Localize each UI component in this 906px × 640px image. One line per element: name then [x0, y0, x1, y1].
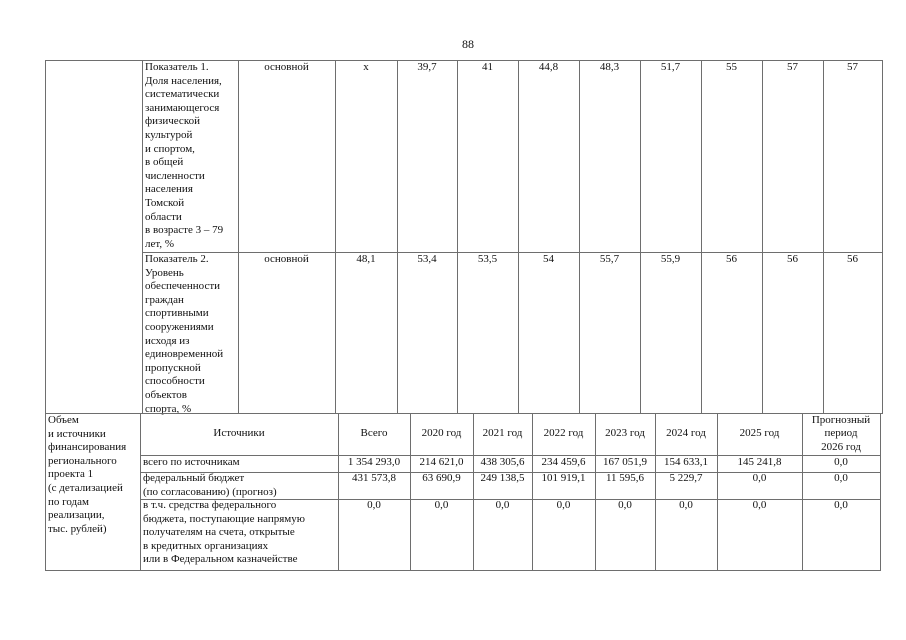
- financing-value: 11 595,6: [605, 472, 645, 484]
- financing-value: 0,0: [434, 499, 449, 511]
- financing-value: 214 621,0: [419, 456, 464, 468]
- financing-value: 249 138,5: [480, 472, 525, 484]
- indicator-name: Показатель 2. Уровень обеспеченности гра…: [145, 253, 224, 415]
- indicator-value-cell: [823, 60, 883, 253]
- indicator-value: 48,3: [599, 61, 620, 73]
- financing-source: в т.ч. средства федерального бюджета, по…: [143, 499, 305, 566]
- financing-value: 5 229,7: [669, 472, 703, 484]
- indicator-type-cell: [238, 252, 336, 414]
- indicator-value: 57: [847, 61, 858, 73]
- financing-value: 431 573,8: [352, 472, 396, 484]
- indicator-name: Показатель 1. Доля населения, систематич…: [145, 61, 224, 250]
- indicator-value: 55,9: [660, 253, 681, 265]
- indicator-value: 48,1: [356, 253, 376, 265]
- indicator-value: 56: [847, 253, 858, 265]
- financing-header: 2025 год: [739, 427, 780, 440]
- financing-value: 234 459,6: [541, 456, 586, 468]
- indicator-value: 53,4: [417, 253, 437, 265]
- financing-value: 0,0: [618, 499, 632, 511]
- financing-value: 145 241,8: [737, 456, 782, 468]
- financing-value: 0,0: [495, 499, 510, 511]
- indicator-value: 55: [726, 61, 737, 73]
- indicator-value-cell: [762, 252, 824, 414]
- indicator-value: 54: [543, 253, 554, 265]
- financing-header: 2023 год: [605, 427, 645, 440]
- indicator-value: 44,8: [538, 61, 559, 73]
- financing-source: федеральный бюджет (по согласованию) (пр…: [143, 472, 277, 498]
- financing-value: 0,0: [752, 472, 767, 484]
- indicator-value: 53,5: [477, 253, 498, 265]
- financing-value-cell: [802, 499, 881, 571]
- financing-header: 2021 год: [482, 427, 523, 440]
- indicator-value-cell: [579, 252, 641, 414]
- financing-label: Объем и источники финансирования региона…: [48, 414, 127, 535]
- indicator-value-cell: [823, 252, 883, 414]
- indicator-value-cell: [518, 252, 580, 414]
- page-number: 88: [462, 37, 474, 51]
- indicator-type-cell: [238, 60, 336, 253]
- empty-cell: [45, 60, 143, 414]
- financing-value: 101 919,1: [541, 472, 586, 484]
- indicator-value: 56: [787, 253, 798, 265]
- financing-value: 0,0: [556, 499, 571, 511]
- financing-header: 2020 год: [421, 427, 462, 440]
- indicator-value-cell: [335, 60, 398, 253]
- financing-value: 1 354 293,0: [347, 456, 401, 468]
- indicator-value-cell: [701, 252, 763, 414]
- indicator-value-cell: [457, 60, 519, 253]
- indicator-value-cell: [457, 252, 519, 414]
- financing-header: 2024 год: [666, 427, 706, 440]
- financing-value: 63 690,9: [422, 472, 461, 484]
- indicator-value: x: [363, 61, 369, 73]
- financing-value: 0,0: [834, 499, 848, 511]
- financing-value: 0,0: [679, 499, 693, 511]
- financing-value: 438 305,6: [480, 456, 525, 468]
- financing-header: Прогнозный период 2026 год: [811, 413, 871, 453]
- financing-header: 2022 год: [543, 427, 584, 440]
- indicator-value: 41: [482, 61, 493, 73]
- financing-value: 167 051,9: [603, 456, 647, 468]
- financing-value: 0,0: [752, 499, 767, 511]
- indicator-value-cell: [701, 60, 763, 253]
- financing-source: всего по источникам: [143, 456, 240, 468]
- indicator-value: 51,7: [660, 61, 681, 73]
- indicator-type: основной: [264, 61, 309, 73]
- financing-value: 0,0: [834, 456, 848, 468]
- indicator-value-cell: [640, 60, 702, 253]
- indicator-value-cell: [397, 60, 458, 253]
- indicator-value: 39,7: [417, 61, 437, 73]
- indicator-value: 57: [787, 61, 798, 73]
- financing-header: Источники: [213, 427, 265, 440]
- financing-value: 154 633,1: [664, 456, 708, 468]
- financing-value: 0,0: [834, 472, 848, 484]
- indicator-type: основной: [264, 253, 309, 265]
- indicator-value-cell: [397, 252, 458, 414]
- financing-value: 0,0: [367, 499, 381, 511]
- indicator-value-cell: [579, 60, 641, 253]
- indicator-value: 56: [726, 253, 737, 265]
- indicator-value-cell: [335, 252, 398, 414]
- financing-header: Всего: [360, 427, 388, 440]
- indicator-value-cell: [518, 60, 580, 253]
- indicator-value-cell: [762, 60, 824, 253]
- indicator-value: 55,7: [599, 253, 620, 265]
- indicator-value-cell: [640, 252, 702, 414]
